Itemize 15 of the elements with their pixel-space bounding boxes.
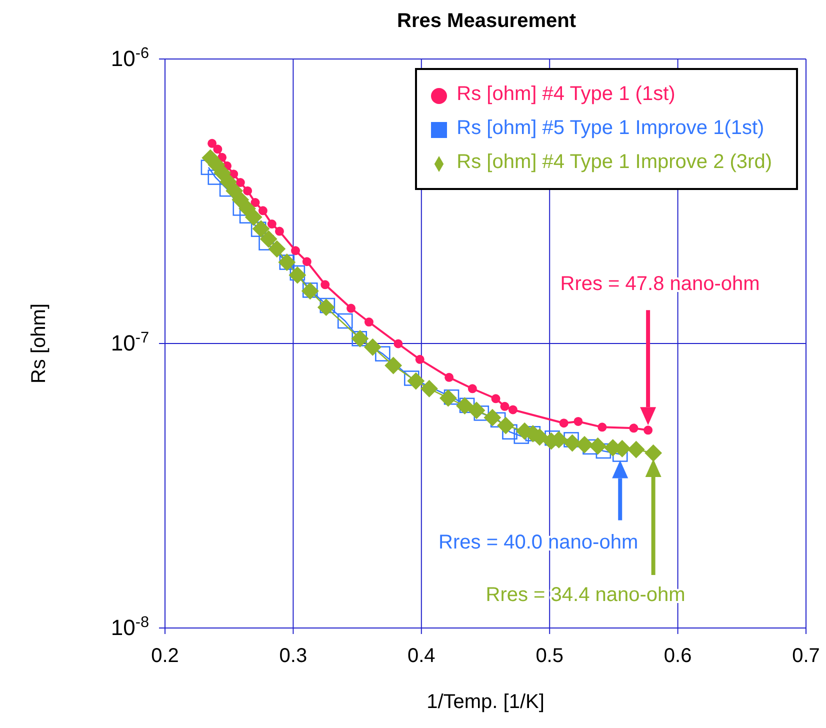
- y-axis-title: Rs [ohm]: [28, 303, 50, 384]
- x-tick-label: 0.6: [664, 645, 692, 668]
- chart-title: Rres Measurement: [396, 10, 577, 33]
- y-tick-label: 10$^{-8}$: [110, 614, 149, 640]
- x-tick-label: 0.2: [151, 645, 179, 668]
- y-tick-label: 10$^{-7}$: [110, 329, 149, 356]
- legend-label: Rs [ohm] #4 Type 1 Improve 2 (3rd): [456, 151, 772, 173]
- legend-label: Rs [ohm] #4 Type 1 (1st): [456, 83, 676, 105]
- x-axis-title: 1/Temp. [1/K]: [426, 691, 544, 713]
- x-tick-label: 0.7: [792, 645, 820, 668]
- y-tick-label: 10$^{-6}$: [110, 44, 149, 71]
- x-tick-label: 0.5: [536, 645, 564, 668]
- x-tick-label: 0.4: [407, 645, 436, 668]
- legend-label: Rs [ohm] #5 Type 1 Improve 1(1st): [456, 117, 764, 139]
- x-tick-label: 0.3: [279, 645, 308, 668]
